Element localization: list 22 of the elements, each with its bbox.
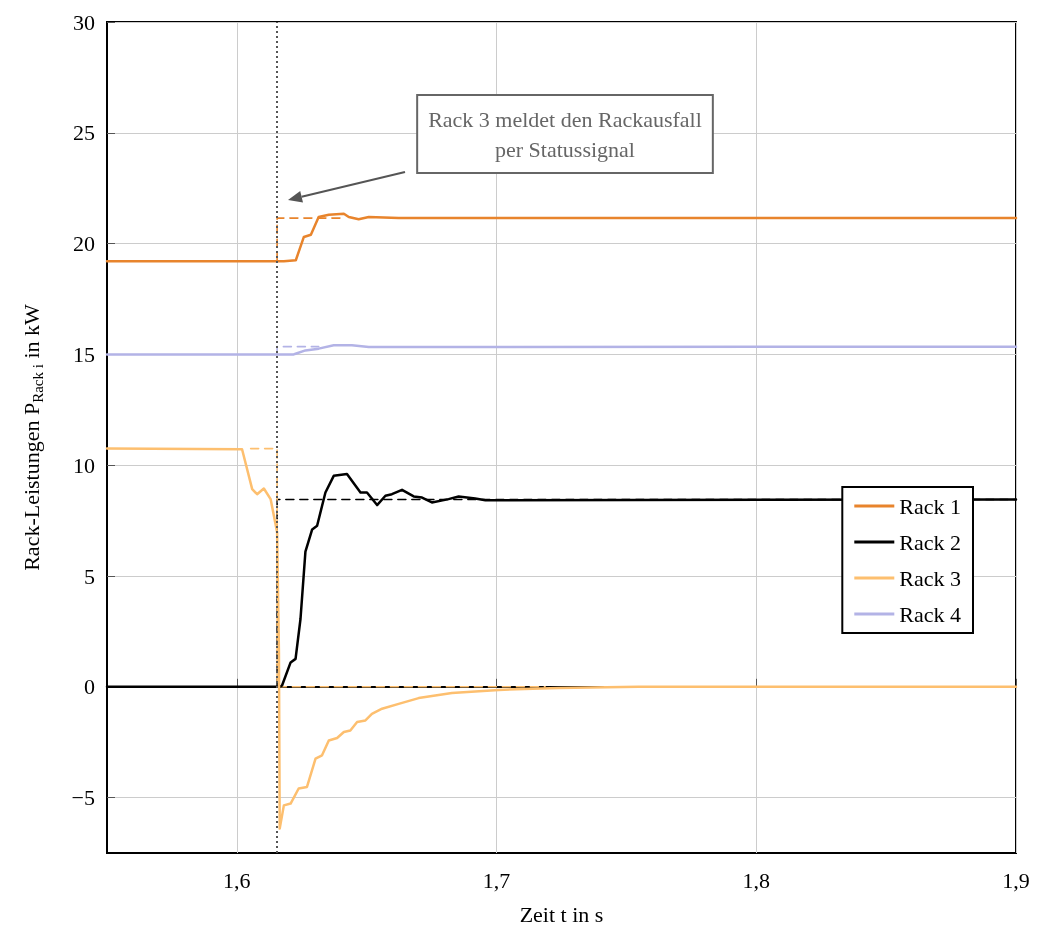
y-tick-label: 15 [73,341,95,367]
line-series [105,447,1018,830]
annotation: Rack 3 meldet den Rackausfall per Statussignal [428,106,702,162]
x-tick-label: 1,7 [482,867,511,893]
legend-label: Rack 4 [899,601,961,627]
x-axis-title: Zeit t in s [519,901,604,927]
y-axis-title: Rack-Leistungen PRack i in kW [19,303,46,571]
x-tick-label: 1,9 [1002,867,1030,893]
x-tick-label: 1,8 [742,867,771,893]
line-series [105,212,1018,263]
y-tick-label: −5 [71,785,95,811]
x-tick-label: 1,6 [223,867,251,893]
y-tick-label: 25 [73,120,95,146]
legend-label: Rack 3 [899,565,961,591]
y-tick-label: 5 [84,563,95,589]
y-tick-label: 30 [73,9,95,35]
line-series [105,344,1018,356]
legend-label: Rack 2 [899,529,961,555]
y-tick-label: 0 [84,674,95,700]
y-tick-label: 20 [73,231,95,257]
y-tick-label: 10 [73,452,95,478]
legend-label: Rack 1 [899,493,961,519]
